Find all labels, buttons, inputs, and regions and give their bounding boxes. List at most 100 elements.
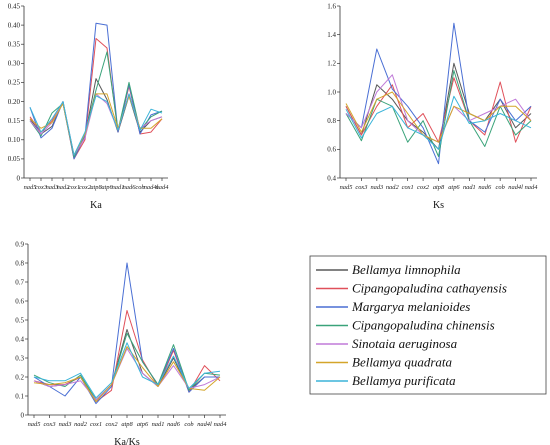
series-line-bellamya-quadrata [345, 91, 532, 143]
x-tick-label: nad3 [370, 184, 383, 191]
x-tick-label: nad4l [144, 184, 159, 191]
x-tick-label: atp8 [90, 184, 102, 191]
y-tick-label: 1.0 [327, 88, 336, 96]
x-tick-label: cox2 [105, 421, 118, 428]
legend-label: Bellamya limnophila [352, 262, 461, 277]
x-tick-label: atp6 [137, 421, 149, 428]
x-tick-label: nad2 [74, 421, 88, 428]
x-tick-label: nad6 [478, 184, 492, 191]
series-line-bellamya-quadrata [33, 346, 221, 403]
legend-label: Bellamya purificata [352, 373, 456, 388]
x-tick-label: nad3 [46, 184, 59, 191]
legend-item: Bellamya purificata [316, 373, 456, 388]
y-tick-label: 0.6 [15, 297, 24, 305]
y-tick-label: 0.4 [15, 335, 24, 343]
legend-item: Margarya melanioides [316, 299, 470, 314]
legend-item: Cipangopaludina cathayensis [316, 281, 507, 296]
y-tick-label: 0.6 [327, 146, 336, 154]
y-tick-label: 1.2 [327, 60, 336, 68]
x-tick-label: cob [135, 184, 144, 191]
x-tick-label: atp6 [101, 184, 113, 191]
x-tick-label: nad2 [57, 184, 71, 191]
y-tick-label: 0.05 [8, 155, 21, 163]
x-tick-label: cox2 [417, 184, 430, 191]
x-tick-label: cob [184, 421, 193, 428]
y-tick-label: 0.2 [15, 373, 24, 381]
y-tick-label: 0.1 [15, 392, 24, 400]
series-line-cipangopaludina-chinensis [33, 332, 221, 401]
x-tick-label: cox1 [68, 184, 80, 191]
series-line-bellamya-purificata [345, 95, 532, 150]
y-tick-label: 0.45 [8, 2, 21, 10]
legend: Bellamya limnophila Cipangopaludina catha… [309, 255, 547, 395]
chart-panel-1: 0.4 0.6 0.8 1.0 1.2 1.4 1.6 nad5 cox3 nad3 nad2 cox… [327, 2, 538, 211]
legend-label: Margarya melanioides [351, 299, 470, 314]
series-line-bellamya-purificata [29, 93, 163, 156]
x-axis-label: Ka [90, 200, 102, 211]
x-tick-label: nad4 [156, 184, 170, 191]
legend-label: Bellamya quadrata [352, 355, 453, 370]
legend-box [309, 255, 547, 395]
x-tick-label: nad4 [214, 421, 228, 428]
x-tick-label: cox1 [90, 421, 102, 428]
legend-item: Bellamya limnophila [316, 262, 461, 277]
x-tick-label: nad1 [112, 184, 125, 191]
x-tick-label: nad1 [463, 184, 476, 191]
y-tick-label: 1.6 [327, 2, 336, 10]
y-tick-label: 0.3 [15, 354, 24, 362]
x-tick-label: nad6 [167, 421, 181, 428]
y-tick-label: 0.4 [327, 174, 336, 182]
y-tick-label: 0.10 [8, 136, 21, 144]
x-tick-label: nad2 [386, 184, 400, 191]
x-tick-label: nad5 [28, 421, 41, 428]
x-tick-label: nad4l [508, 184, 523, 191]
y-tick-label: 0.8 [15, 259, 24, 267]
y-tick-label: 0 [17, 174, 21, 182]
y-tick-label: 0.40 [8, 21, 21, 29]
y-tick-label: 0.25 [8, 79, 21, 87]
series-line-bellamya-quadrata [29, 93, 163, 156]
x-tick-label: cox3 [355, 184, 367, 191]
legend-label: Cipangopaludina cathayensis [352, 281, 507, 296]
series-line-sinotaia-aeruginosa [33, 348, 221, 401]
series-line-cipangopaludina-cathayensis [345, 77, 532, 143]
series-line-margarya-melanioides [29, 22, 163, 160]
y-tick-label: 0.30 [8, 60, 21, 68]
legend-label: Sinotaia aeruginosa [352, 336, 458, 351]
y-tick-label: 0.5 [15, 316, 24, 324]
y-tick-label: 0.8 [327, 117, 336, 125]
legend-label: Cipangopaludina chinensis [352, 318, 495, 333]
legend-item: Cipangopaludina chinensis [316, 318, 495, 333]
series-line-bellamya-purificata [33, 342, 221, 399]
x-tick-label: nad5 [24, 184, 37, 191]
x-axis-label: Ks [433, 200, 444, 211]
legend-item: Sinotaia aeruginosa [316, 336, 458, 351]
series-line-margarya-melanioides [345, 22, 532, 165]
x-tick-label: cob [496, 184, 505, 191]
x-tick-label: nad4l [197, 421, 212, 428]
legend-item: Bellamya quadrata [316, 355, 453, 370]
y-tick-label: 1.4 [327, 31, 336, 39]
x-tick-label: nad5 [340, 184, 353, 191]
series-line-sinotaia-aeruginosa [29, 93, 163, 156]
y-tick-label: 0.20 [8, 98, 21, 106]
x-tick-label: nad1 [152, 421, 165, 428]
series-line-cipangopaludina-chinensis [29, 51, 163, 158]
y-tick-label: 0.9 [15, 240, 24, 248]
x-tick-label: nad3 [59, 421, 72, 428]
x-tick-label: cox3 [35, 184, 47, 191]
y-tick-label: 0.35 [8, 41, 21, 49]
y-tick-label: 0.7 [15, 278, 24, 286]
series-line-cipangopaludina-chinensis [345, 70, 532, 157]
y-tick-label: 0 [21, 411, 25, 419]
x-tick-label: cox2 [79, 184, 92, 191]
series-line-margarya-melanioides [33, 262, 220, 405]
x-tick-label: cox3 [43, 421, 55, 428]
x-axis-label: Ka/Ks [114, 437, 140, 445]
chart-panel-0: 0 0.05 0.10 0.15 0.20 0.25 0.30 0.35 0.40 0.45 nad… [8, 2, 169, 211]
x-tick-label: atp8 [433, 184, 445, 191]
x-tick-label: nad4 [525, 184, 539, 191]
y-tick-label: 0.15 [8, 117, 21, 125]
x-tick-label: atp8 [121, 421, 133, 428]
